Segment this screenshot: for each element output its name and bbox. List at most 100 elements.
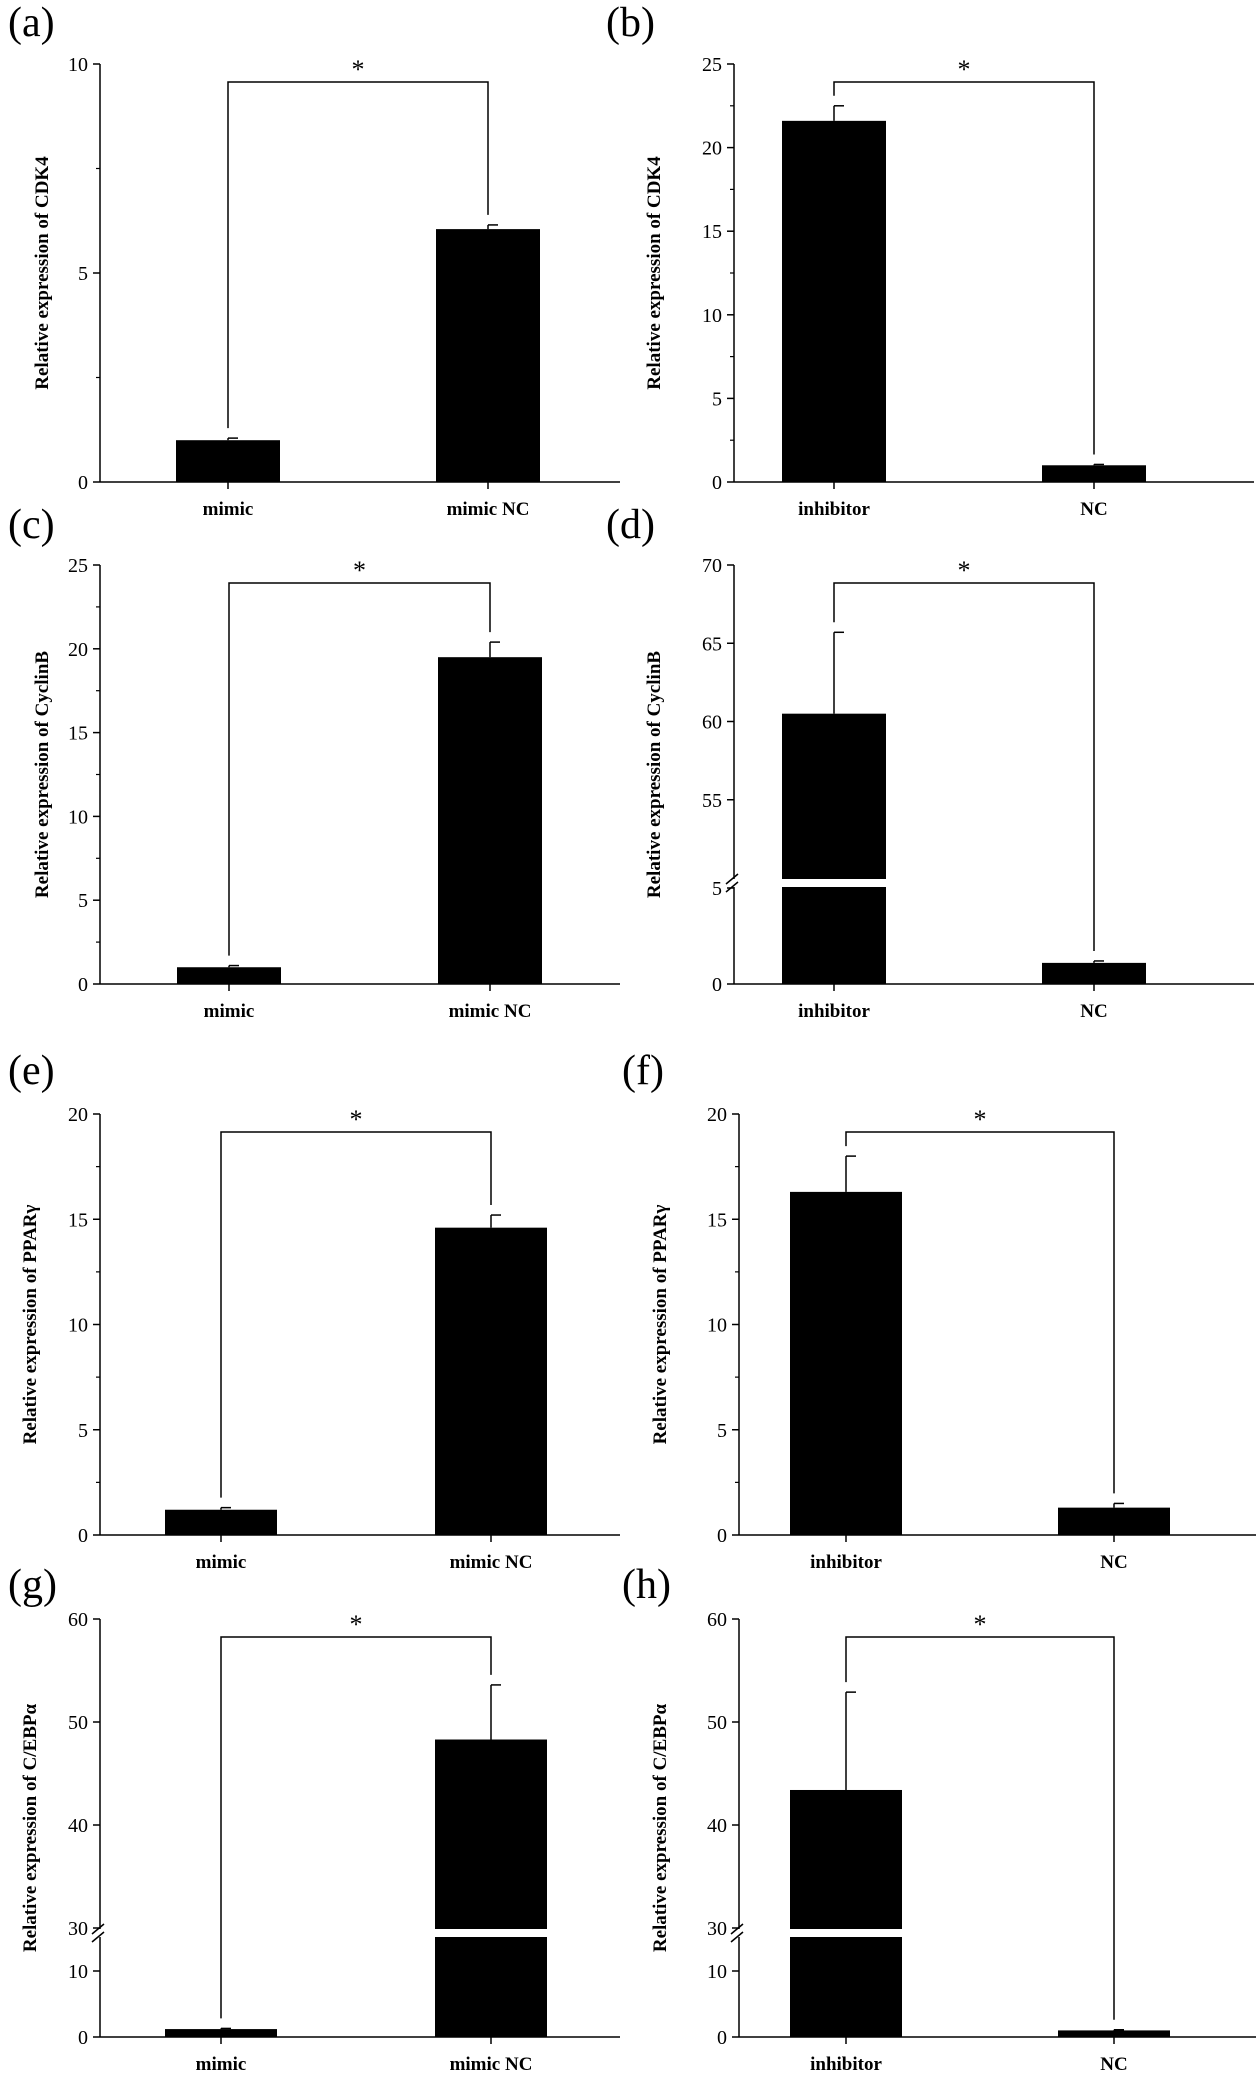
panel-h-letter: (h) [622,1562,671,1608]
panel-f-x-tick-label: inhibitor [810,1552,882,1573]
panel-e-y-tick-label: 0 [78,1525,88,1547]
panel-a-y-axis-label: Relative expression of CDK4 [32,156,53,390]
panel-g-x-tick-label: mimic [196,2054,247,2075]
panel-h-bar [1058,2030,1170,2037]
panel-a-x-tick-label: mimic [203,499,254,520]
panel-h-axis-break-gap [729,1929,749,1937]
panel-h-significance-bracket [845,1636,1115,2020]
panel-d-x-tick-label: inhibitor [798,1001,870,1022]
panel-d-axis-break-gap [724,879,744,887]
panel-e-y-tick-label: 5 [78,1420,88,1442]
panel-d-axis-break-mark [725,873,739,885]
panel-c-y-tick-label: 25 [68,555,88,577]
panel-b-bar [782,120,886,483]
panel-d-y-tick-label: 60 [702,712,722,734]
panel-h-y-tick-label: 0 [717,2027,727,2049]
panel-e-significance-bracket [220,1131,492,1498]
panel-g-axis-break-mark [91,1923,105,1935]
panel-c-x-tick-label: mimic [204,1001,255,1022]
panel-h-bar [790,1789,902,2037]
panel-c-y-tick-label: 15 [68,723,88,745]
panel-a-bar [436,229,540,482]
panel-f-letter: (f) [622,1048,664,1094]
panel-b-x-tick-label: inhibitor [798,499,870,520]
panel-h-y-tick-label: 50 [707,1712,727,1734]
panel-c-significance-label: * [353,556,366,585]
panel-d-significance-bracket [833,582,1095,951]
panel-d-y-axis-label: Relative expression of CyclinB [644,651,665,898]
panel-h-bar-break-gap [789,1929,903,1937]
panel-c-x-tick-label: mimic NC [449,1001,532,1022]
panel-f-y-tick-label: 10 [707,1315,727,1337]
panel-b-significance-label: * [958,55,971,84]
panel-b-y-tick-label: 25 [702,54,722,76]
panel-f-y-tick-label: 0 [717,1525,727,1547]
panel-e-significance-label: * [350,1105,363,1134]
panel-a-y-tick-label: 0 [78,472,88,494]
panel-d-x-tick-label: NC [1080,1001,1107,1022]
panel-c-significance-bracket [228,582,491,956]
panel-g-y-tick-label: 60 [68,1609,88,1631]
panel-e-y-tick-label: 10 [68,1315,88,1337]
panel-g-y-tick-label: 30 [68,1918,88,1940]
panel-b-y-tick-label: 15 [702,221,722,243]
panel-g-axis-break-mark [91,1931,105,1943]
panel-g-y-tick-label: 50 [68,1712,88,1734]
panel-b-y-tick-label: 5 [712,388,722,410]
panel-f-bar [1058,1507,1170,1535]
panel-g-y-tick-label: 40 [68,1815,88,1837]
panel-f-bar [790,1191,902,1535]
panel-g-significance-label: * [350,1610,363,1639]
panel-g-significance-bracket [220,1636,492,2019]
panel-b-y-tick-label: 0 [712,472,722,494]
panel-f-y-tick-label: 15 [707,1209,727,1231]
panel-h-y-tick-label: 30 [707,1918,727,1940]
panel-h-significance-label: * [974,1610,987,1639]
panel-c-y-tick-label: 20 [68,639,88,661]
panel-e-bar [435,1227,547,1535]
panel-e-y-tick-label: 20 [68,1104,88,1126]
panel-e-letter: (e) [8,1048,55,1094]
panel-b-bar [1042,465,1146,482]
panel-e-y-tick-label: 15 [68,1209,88,1231]
panel-e-y-axis-label: Relative expression of PPARγ [20,1204,41,1444]
panel-c-y-axis-label: Relative expression of CyclinB [32,651,53,898]
panel-h-y-tick-label: 10 [707,1961,727,1983]
panel-c-letter: (c) [8,502,55,548]
panel-b-y-tick-label: 20 [702,138,722,160]
panel-a-bar [176,440,280,482]
panel-d-bar [782,713,886,984]
panel-h-x-tick-label: NC [1100,2054,1127,2075]
panel-d-axis-break-mark [725,881,739,893]
panel-f-significance-bracket [845,1131,1115,1494]
panel-b-x-tick-label: NC [1080,499,1107,520]
panel-b-significance-bracket [833,81,1095,455]
panel-e-bar [165,1509,277,1535]
panel-d-bar-break-gap [781,879,887,887]
panel-c-y-tick-label: 10 [68,806,88,828]
panel-d-y-tick-label: 5 [712,878,722,900]
panel-c-y-tick-label: 5 [78,890,88,912]
panel-f-x-tick-label: NC [1100,1552,1127,1573]
panel-c-bar [177,967,281,984]
panel-h-x-tick-label: inhibitor [810,2054,882,2075]
panel-f-y-axis-label: Relative expression of PPARγ [650,1204,671,1444]
panel-a-y-tick-label: 5 [78,263,88,285]
panel-h-y-tick-label: 60 [707,1609,727,1631]
panel-a-significance-bracket [227,81,489,429]
panel-d-bar [1042,962,1146,984]
panel-f-y-tick-label: 5 [717,1420,727,1442]
panel-g-y-axis-label: Relative expression of C/EBPα [20,1703,41,1952]
panel-h-y-axis-label: Relative expression of C/EBPα [650,1703,671,1952]
panel-d-y-tick-label: 55 [702,790,722,812]
panel-g-x-tick-label: mimic NC [450,2054,533,2075]
panel-g-bar-break-gap [434,1929,548,1937]
panel-a-x-tick-label: mimic NC [447,499,530,520]
panel-b-y-tick-label: 10 [702,305,722,327]
panel-d-y-tick-label: 65 [702,633,722,655]
panel-f-y-tick-label: 20 [707,1104,727,1126]
panel-g-letter: (g) [8,1562,57,1608]
panel-f-significance-label: * [974,1105,987,1134]
panel-a-letter: (a) [8,0,55,46]
